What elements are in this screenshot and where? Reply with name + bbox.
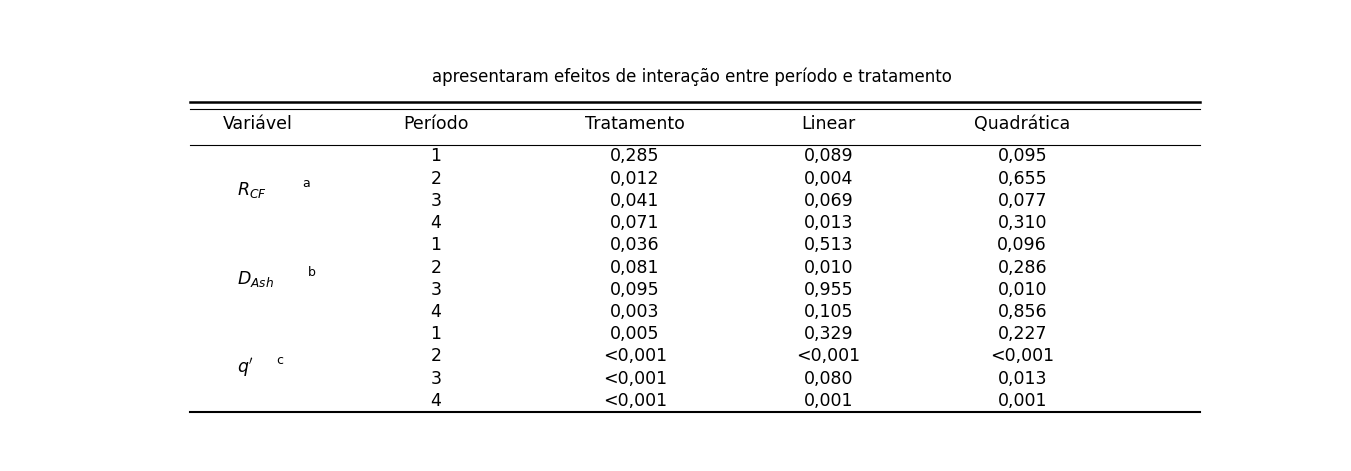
Text: 0,013: 0,013 — [997, 370, 1047, 388]
Text: b: b — [308, 266, 316, 279]
Text: 0,096: 0,096 — [997, 236, 1047, 254]
Text: <0,001: <0,001 — [603, 392, 667, 410]
Text: <0,001: <0,001 — [990, 348, 1054, 365]
Text: 0,004: 0,004 — [804, 170, 854, 188]
Text: 0,081: 0,081 — [611, 259, 659, 276]
Text: Quadrática: Quadrática — [974, 114, 1070, 133]
Text: 0,329: 0,329 — [804, 325, 854, 343]
Text: 0,010: 0,010 — [997, 281, 1047, 299]
Text: 3: 3 — [431, 281, 442, 299]
Text: 0,227: 0,227 — [997, 325, 1047, 343]
Text: 3: 3 — [431, 192, 442, 210]
Text: <0,001: <0,001 — [797, 348, 861, 365]
Text: 1: 1 — [431, 325, 442, 343]
Text: a: a — [301, 177, 309, 190]
Text: 0,077: 0,077 — [997, 192, 1047, 210]
Text: 0,010: 0,010 — [804, 259, 854, 276]
Text: 4: 4 — [431, 303, 442, 321]
Text: 0,095: 0,095 — [611, 281, 659, 299]
Text: 0,655: 0,655 — [997, 170, 1047, 188]
Text: 0,001: 0,001 — [997, 392, 1047, 410]
Text: Tratamento: Tratamento — [585, 114, 685, 133]
Text: 2: 2 — [431, 348, 442, 365]
Text: 0,036: 0,036 — [611, 236, 659, 254]
Text: 0,095: 0,095 — [997, 147, 1047, 165]
Text: 0,105: 0,105 — [804, 303, 854, 321]
Text: 0,005: 0,005 — [611, 325, 659, 343]
Text: 1: 1 — [431, 236, 442, 254]
Text: 4: 4 — [431, 392, 442, 410]
Text: 0,003: 0,003 — [611, 303, 659, 321]
Text: 1: 1 — [431, 147, 442, 165]
Text: 2: 2 — [431, 259, 442, 276]
Text: 0,310: 0,310 — [997, 214, 1047, 232]
Text: 0,041: 0,041 — [611, 192, 659, 210]
Text: Período: Período — [403, 114, 469, 133]
Text: 0,089: 0,089 — [804, 147, 854, 165]
Text: 0,856: 0,856 — [997, 303, 1047, 321]
Text: 2: 2 — [431, 170, 442, 188]
Text: apresentaram efeitos de interação entre período e tratamento: apresentaram efeitos de interação entre … — [432, 67, 952, 86]
Text: 0,080: 0,080 — [804, 370, 854, 388]
Text: $q^{\prime}$: $q^{\prime}$ — [236, 356, 254, 379]
Text: 0,286: 0,286 — [997, 259, 1047, 276]
Text: c: c — [277, 355, 284, 367]
Text: 0,071: 0,071 — [611, 214, 659, 232]
Text: Linear: Linear — [801, 114, 855, 133]
Text: <0,001: <0,001 — [603, 348, 667, 365]
Text: 0,513: 0,513 — [804, 236, 854, 254]
Text: 0,013: 0,013 — [804, 214, 854, 232]
Text: 3: 3 — [431, 370, 442, 388]
Text: 0,955: 0,955 — [804, 281, 854, 299]
Text: $R_{CF}$: $R_{CF}$ — [236, 180, 266, 200]
Text: 0,001: 0,001 — [804, 392, 854, 410]
Text: 0,012: 0,012 — [611, 170, 659, 188]
Text: 0,285: 0,285 — [611, 147, 659, 165]
Text: <0,001: <0,001 — [603, 370, 667, 388]
Text: Variável: Variável — [223, 114, 293, 133]
Text: $D_{Ash}$: $D_{Ash}$ — [236, 268, 274, 289]
Text: 0,069: 0,069 — [804, 192, 854, 210]
Text: 4: 4 — [431, 214, 442, 232]
